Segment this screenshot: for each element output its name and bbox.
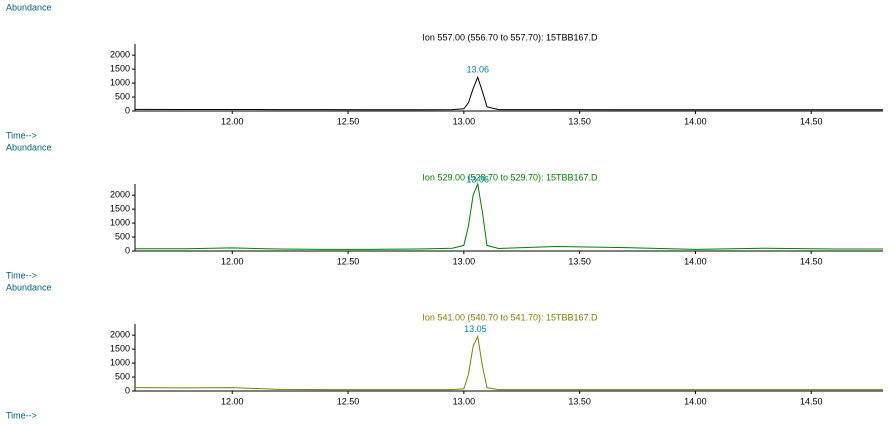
x-tick-label: 13.00 [453,396,476,406]
x-tick-label: 14.00 [684,116,707,126]
x-tick-label: 12.50 [337,396,360,406]
x-axis-label: Time--> [6,410,37,420]
y-tick-label: 500 [115,231,130,241]
y-tick-label: 0 [125,245,130,255]
y-tick-label: 1000 [110,217,130,227]
y-tick-label: 1000 [110,357,130,367]
x-tick-label: 13.50 [568,256,591,266]
peak-label: 13.05 [464,324,487,334]
panel-title: Ion 529.00 (528.70 to 529.70): 15TBB167.… [422,172,598,182]
y-tick-label: 500 [115,91,130,101]
panel-title: Ion 541.00 (540.70 to 541.70): 15TBB167.… [422,312,598,322]
peak-label: 13.06 [466,174,489,184]
x-tick-label: 14.00 [684,396,707,406]
y-axis-label: Abundance [6,142,52,152]
x-tick-label: 14.50 [800,116,823,126]
x-tick-label: 14.50 [800,256,823,266]
panel-title: Ion 557.00 (556.70 to 557.70): 15TBB167.… [422,32,598,42]
x-tick-label: 12.50 [337,116,360,126]
y-tick-label: 0 [125,105,130,115]
x-axis-label: Time--> [6,130,37,140]
peak-label: 13.06 [466,65,489,75]
trace [135,182,883,250]
x-axis-label: Time--> [6,270,37,280]
x-tick-label: 13.50 [568,396,591,406]
trace [134,334,883,391]
x-tick-label: 13.00 [453,256,476,266]
y-tick-label: 1500 [110,204,130,214]
y-tick-label: 2000 [110,190,130,200]
y-tick-label: 0 [125,385,130,395]
x-tick-label: 12.00 [221,116,244,126]
trace [134,75,883,111]
y-axis-label: Abundance [6,2,52,12]
y-tick-label: 2000 [110,50,130,60]
x-tick-label: 14.50 [800,396,823,406]
y-tick-label: 1500 [110,344,130,354]
x-tick-label: 12.00 [221,396,244,406]
x-tick-label: 13.50 [568,116,591,126]
x-tick-label: 14.00 [684,256,707,266]
y-tick-label: 1500 [110,64,130,74]
x-tick-label: 13.00 [453,116,476,126]
y-tick-label: 2000 [110,330,130,340]
y-axis-label: Abundance [6,282,52,292]
x-tick-label: 12.00 [221,256,244,266]
x-tick-label: 12.50 [337,256,360,266]
y-tick-label: 500 [115,371,130,381]
y-tick-label: 1000 [110,77,130,87]
